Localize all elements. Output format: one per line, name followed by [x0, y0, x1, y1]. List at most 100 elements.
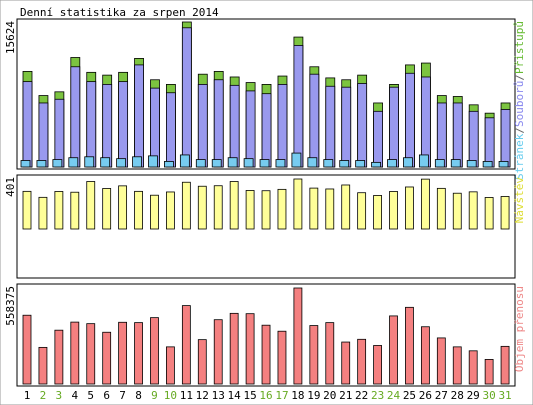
bar-souboru — [277, 84, 288, 168]
bar-objem — [229, 312, 239, 385]
x-tick-label: 30 — [483, 389, 496, 402]
bar-objem — [341, 341, 351, 385]
bar-navstev — [420, 178, 430, 230]
bar-stranek — [259, 159, 270, 168]
x-tick-label: 12 — [196, 389, 209, 402]
bar-stranek — [275, 159, 286, 168]
bar-objem — [197, 339, 207, 385]
bar-navstev — [309, 187, 319, 230]
bar-souboru — [436, 102, 447, 168]
bar-souboru — [54, 98, 65, 168]
bar-navstev — [293, 178, 303, 230]
bar-objem — [436, 337, 446, 385]
x-tick-label: 8 — [135, 389, 142, 402]
bar-navstev — [484, 197, 494, 230]
bar-stranek — [68, 157, 79, 168]
x-tick-label: 6 — [103, 389, 110, 402]
x-tick-label: 21 — [339, 389, 352, 402]
bar-objem — [500, 345, 510, 385]
bar-souboru — [181, 27, 192, 168]
bar-navstev — [38, 196, 48, 230]
legend-part-1: Stránek — [513, 133, 526, 180]
x-tick-label: 27 — [435, 389, 448, 402]
bar-objem — [150, 317, 159, 385]
bar-souboru — [500, 109, 511, 168]
bar-souboru — [38, 102, 49, 168]
bar-objem — [181, 305, 191, 385]
bar-souboru — [166, 92, 176, 168]
bar-stranek — [387, 159, 397, 168]
bar-objem — [277, 330, 287, 385]
x-tick-label: 22 — [355, 389, 368, 402]
bar-stranek — [132, 156, 142, 168]
bar-stranek — [52, 159, 63, 168]
bar-objem — [54, 329, 64, 385]
x-tick-label: 31 — [498, 389, 511, 402]
bar-stranek — [434, 159, 445, 168]
bar-stranek — [164, 161, 174, 168]
bar-objem — [86, 323, 96, 385]
bar-objem — [118, 321, 128, 385]
bar-stranek — [450, 159, 461, 168]
bar-navstev — [86, 181, 96, 230]
bar-objem — [420, 326, 430, 385]
bar-navstev — [134, 190, 143, 230]
bar-stranek — [291, 152, 302, 168]
bar-souboru — [213, 79, 224, 168]
bar-navstev — [229, 181, 239, 230]
bar-objem — [22, 314, 32, 385]
bar-navstev — [357, 192, 367, 230]
bar-objem — [309, 325, 319, 385]
x-tick-label: 26 — [419, 389, 432, 402]
bar-stranek — [498, 161, 509, 168]
bar-stranek — [227, 157, 238, 168]
bar-objem — [405, 306, 414, 385]
bar-objem — [38, 346, 48, 385]
x-tick-label: 4 — [71, 389, 78, 402]
bar-stranek — [84, 156, 95, 168]
bar-souboru — [405, 72, 415, 168]
legend-part-5: Přístupů — [513, 21, 526, 74]
bar-navstev — [500, 196, 510, 230]
bar-navstev — [118, 185, 128, 230]
bar-navstev — [181, 181, 191, 230]
bar-souboru — [420, 76, 431, 168]
bar-stranek — [243, 158, 254, 168]
bar-stranek — [20, 160, 31, 168]
bar-stranek — [36, 160, 47, 168]
bar-objem — [373, 345, 382, 385]
bar-souboru — [325, 85, 336, 168]
x-tick-label: 20 — [323, 389, 336, 402]
x-tick-label: 16 — [259, 389, 272, 402]
bar-objem — [389, 315, 398, 385]
bar-navstev — [452, 192, 462, 230]
bar-objem — [166, 346, 175, 385]
x-tick-label: 23 — [371, 389, 384, 402]
x-tick-label: 13 — [212, 389, 225, 402]
y-max-label: 558375 — [4, 286, 17, 326]
legend-part-3: Souborů — [513, 81, 526, 127]
legend-part-4: / — [513, 74, 526, 81]
bar-stranek — [418, 154, 429, 168]
x-tick-label: 5 — [87, 389, 94, 402]
x-tick-label: 1 — [24, 389, 31, 402]
series-legend: Stránek/Souborů/Přístupů — [513, 21, 526, 180]
bar-navstev — [389, 191, 398, 230]
x-tick-label: 14 — [228, 389, 242, 402]
x-tick-label: 29 — [467, 389, 480, 402]
x-tick-label: 18 — [291, 389, 304, 402]
x-tick-label: 17 — [275, 389, 288, 402]
bar-objem — [134, 322, 143, 385]
bar-souboru — [22, 81, 33, 168]
bar-objem — [468, 350, 478, 385]
bar-stranek — [179, 154, 190, 168]
bar-souboru — [102, 84, 113, 168]
x-tick-label: 7 — [119, 389, 126, 402]
x-tick-label: 15 — [243, 389, 256, 402]
bar-stranek — [323, 159, 334, 168]
bar-objem — [325, 322, 335, 385]
bar-souboru — [293, 45, 304, 168]
bar-navstev — [325, 188, 335, 230]
